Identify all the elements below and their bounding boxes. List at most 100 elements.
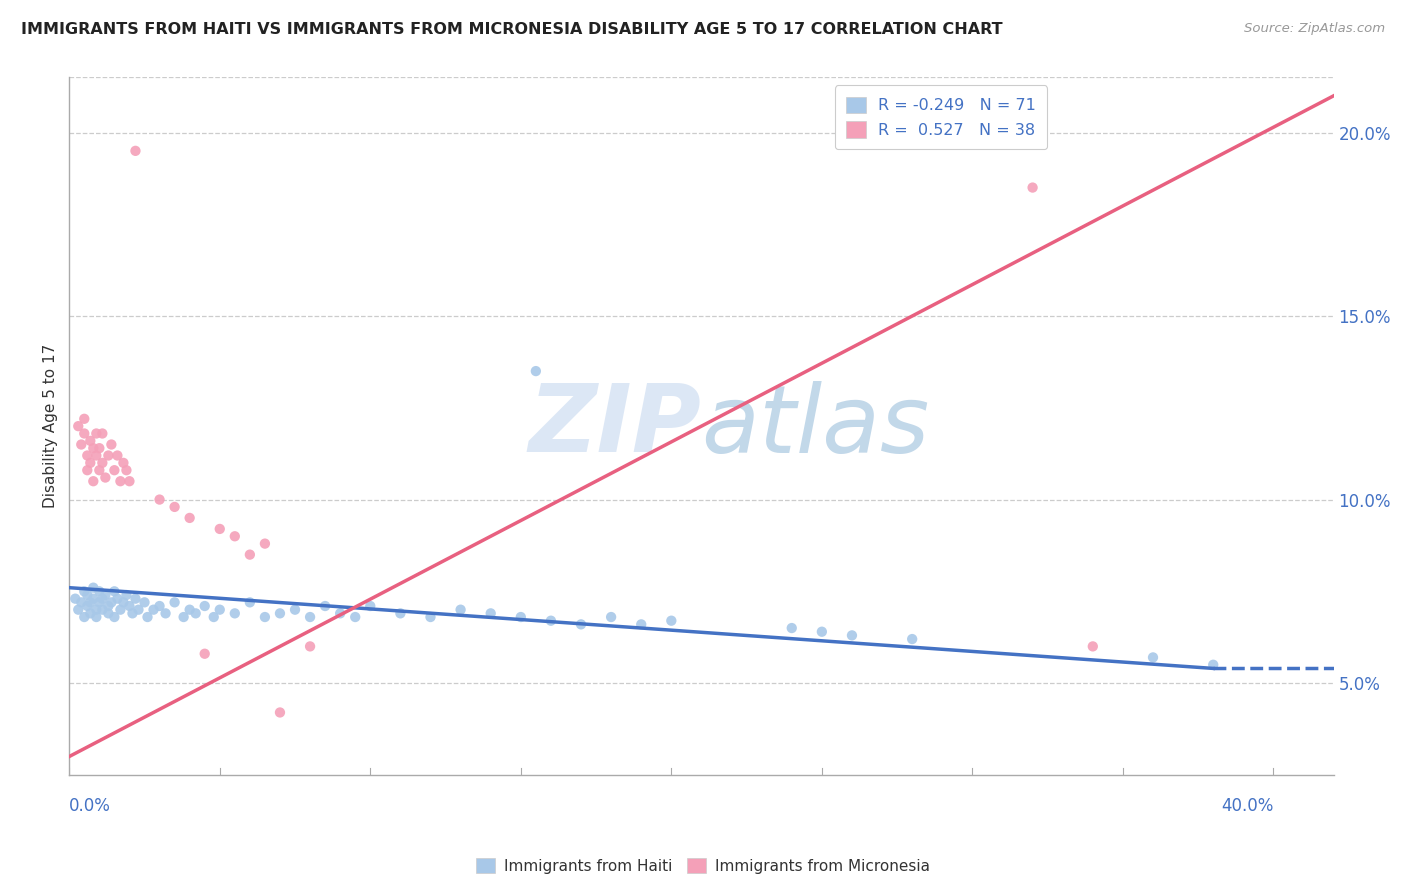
Point — [94, 588, 117, 602]
Point — [76, 449, 98, 463]
Point — [202, 610, 225, 624]
Point — [524, 364, 547, 378]
Point — [299, 610, 322, 624]
Point — [253, 610, 276, 624]
Point — [86, 449, 108, 463]
Point — [97, 449, 120, 463]
Point — [89, 595, 111, 609]
Point — [184, 607, 207, 621]
Point — [73, 610, 96, 624]
Point — [253, 536, 276, 550]
Point — [100, 437, 122, 451]
Point — [94, 470, 117, 484]
Point — [359, 599, 381, 613]
Legend: Immigrants from Haiti, Immigrants from Micronesia: Immigrants from Haiti, Immigrants from M… — [470, 852, 936, 880]
Point — [163, 500, 186, 514]
Point — [344, 610, 367, 624]
Point — [163, 595, 186, 609]
Point — [115, 463, 138, 477]
Point — [97, 607, 120, 621]
Legend: R = -0.249   N = 71, R =  0.527   N = 38: R = -0.249 N = 71, R = 0.527 N = 38 — [835, 86, 1047, 149]
Point — [73, 426, 96, 441]
Point — [148, 492, 170, 507]
Point — [509, 610, 531, 624]
Point — [76, 599, 98, 613]
Point — [148, 599, 170, 613]
Point — [105, 449, 128, 463]
Point — [569, 617, 592, 632]
Point — [136, 610, 159, 624]
Point — [173, 610, 195, 624]
Point — [103, 610, 125, 624]
Point — [124, 591, 146, 606]
Point — [79, 607, 101, 621]
Point — [124, 144, 146, 158]
Point — [73, 412, 96, 426]
Point — [65, 591, 87, 606]
Point — [1142, 650, 1164, 665]
Point — [239, 548, 262, 562]
Point — [82, 441, 104, 455]
Point — [118, 474, 141, 488]
Point — [67, 603, 90, 617]
Point — [630, 617, 652, 632]
Point — [208, 522, 231, 536]
Point — [110, 474, 132, 488]
Point — [179, 603, 201, 617]
Point — [86, 610, 108, 624]
Point — [70, 595, 93, 609]
Text: 40.0%: 40.0% — [1220, 797, 1274, 815]
Point — [811, 624, 834, 639]
Y-axis label: Disability Age 5 to 17: Disability Age 5 to 17 — [44, 344, 58, 508]
Point — [91, 426, 114, 441]
Point — [299, 640, 322, 654]
Point — [659, 614, 682, 628]
Point — [91, 591, 114, 606]
Point — [901, 632, 924, 646]
Point — [450, 603, 472, 617]
Point — [86, 426, 108, 441]
Point — [79, 434, 101, 448]
Point — [239, 595, 262, 609]
Point — [208, 603, 231, 617]
Point — [100, 595, 122, 609]
Point — [110, 603, 132, 617]
Point — [79, 456, 101, 470]
Point — [540, 614, 562, 628]
Point — [1081, 640, 1104, 654]
Point — [419, 610, 441, 624]
Point — [269, 706, 291, 720]
Point — [82, 591, 104, 606]
Point — [194, 647, 217, 661]
Point — [76, 588, 98, 602]
Point — [479, 607, 502, 621]
Text: atlas: atlas — [702, 381, 929, 472]
Point — [841, 628, 863, 642]
Point — [76, 463, 98, 477]
Point — [79, 595, 101, 609]
Point — [314, 599, 336, 613]
Point — [224, 529, 246, 543]
Point — [115, 588, 138, 602]
Point — [284, 603, 307, 617]
Point — [121, 607, 143, 621]
Point — [118, 599, 141, 613]
Point — [91, 603, 114, 617]
Point — [269, 607, 291, 621]
Point — [780, 621, 803, 635]
Point — [134, 595, 156, 609]
Point — [224, 607, 246, 621]
Point — [103, 463, 125, 477]
Point — [91, 456, 114, 470]
Point — [89, 584, 111, 599]
Point — [142, 603, 165, 617]
Point — [73, 584, 96, 599]
Point — [82, 474, 104, 488]
Point — [194, 599, 217, 613]
Point — [103, 584, 125, 599]
Point — [89, 441, 111, 455]
Point — [112, 595, 135, 609]
Point — [67, 419, 90, 434]
Point — [112, 456, 135, 470]
Point — [329, 607, 352, 621]
